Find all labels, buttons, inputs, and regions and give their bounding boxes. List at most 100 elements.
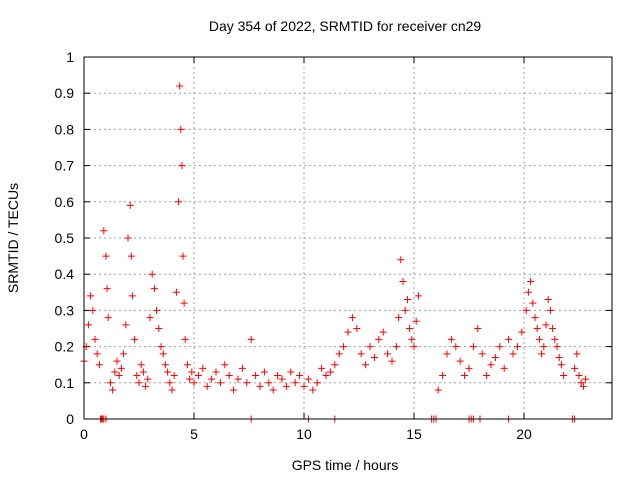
data-point <box>533 325 541 332</box>
data-point <box>106 379 114 387</box>
data-point <box>326 368 334 376</box>
data-point <box>313 379 321 387</box>
data-point <box>401 306 409 314</box>
data-point <box>575 372 583 380</box>
data-point <box>322 372 330 380</box>
data-point <box>176 82 184 90</box>
data-point <box>304 375 312 383</box>
data-point <box>124 234 132 242</box>
data-point <box>139 368 147 376</box>
data-point <box>291 379 299 387</box>
data-point <box>161 361 169 369</box>
y-tick-label: 1 <box>66 49 74 65</box>
data-point <box>331 361 339 369</box>
data-point <box>265 379 273 387</box>
data-point <box>483 372 491 380</box>
data-point <box>555 353 563 361</box>
data-point <box>159 350 167 358</box>
data-point <box>194 372 202 380</box>
data-point <box>168 386 176 394</box>
data-point <box>133 372 141 380</box>
data-point <box>89 306 97 314</box>
data-point <box>491 353 499 361</box>
data-point <box>113 357 121 365</box>
data-point <box>177 125 185 133</box>
data-point <box>278 375 286 383</box>
data-point <box>238 364 246 372</box>
data-point <box>362 361 370 369</box>
data-point <box>573 350 581 358</box>
data-point <box>403 296 411 304</box>
data-point <box>353 325 361 332</box>
data-point <box>142 382 150 390</box>
x-tick-label: 5 <box>190 426 198 442</box>
data-point <box>296 372 304 380</box>
data-point <box>366 343 374 351</box>
data-point <box>181 335 189 343</box>
data-point <box>370 353 378 361</box>
data-point <box>465 364 473 372</box>
data-point <box>104 314 112 322</box>
data-point <box>318 364 326 372</box>
x-tick-label: 10 <box>296 426 312 442</box>
data-point <box>282 382 290 390</box>
data-points <box>80 82 590 423</box>
data-point <box>524 288 532 296</box>
data-point <box>582 375 590 383</box>
data-point <box>103 285 111 293</box>
data-point <box>287 368 295 376</box>
data-point <box>150 285 158 293</box>
data-point <box>84 321 92 329</box>
data-point <box>164 368 172 376</box>
data-point <box>577 379 585 387</box>
data-point <box>95 361 103 369</box>
data-point <box>137 361 145 369</box>
data-point <box>379 328 387 336</box>
data-point <box>551 335 559 343</box>
data-point <box>190 379 198 387</box>
data-point <box>509 350 517 358</box>
plot-frame <box>83 56 613 420</box>
data-point <box>434 386 442 394</box>
data-point <box>478 350 486 358</box>
data-point <box>109 386 117 394</box>
data-point <box>179 252 187 260</box>
data-point <box>542 321 550 329</box>
data-point <box>230 386 238 394</box>
data-point <box>212 368 220 376</box>
data-point <box>388 357 396 365</box>
data-point <box>309 386 317 394</box>
data-point <box>170 372 178 380</box>
data-point <box>144 375 152 383</box>
data-point <box>384 350 392 358</box>
data-point <box>399 277 407 285</box>
x-tick-label: 20 <box>516 426 532 442</box>
chart-title: Day 354 of 2022, SRMTID for receiver cn2… <box>209 18 482 34</box>
data-point <box>91 335 99 343</box>
data-point <box>529 299 537 307</box>
data-point <box>443 350 451 358</box>
data-point <box>148 270 156 278</box>
y-tick-label: 0.1 <box>55 375 75 391</box>
data-point <box>344 328 352 336</box>
data-point <box>260 368 268 376</box>
data-point <box>120 350 128 358</box>
data-point <box>180 299 188 307</box>
data-point <box>247 335 255 343</box>
data-point <box>553 343 561 351</box>
data-point <box>487 361 495 369</box>
data-point <box>531 314 539 322</box>
data-point <box>412 317 420 325</box>
data-point <box>234 375 242 383</box>
data-point <box>87 292 95 300</box>
data-point <box>175 198 183 206</box>
data-point <box>225 372 233 380</box>
x-axis-title: GPS time / hours <box>292 457 399 473</box>
data-point <box>256 382 264 390</box>
data-point <box>469 343 477 351</box>
data-point <box>93 350 101 358</box>
data-point <box>157 343 165 351</box>
data-point <box>408 335 416 343</box>
data-point <box>252 372 260 380</box>
